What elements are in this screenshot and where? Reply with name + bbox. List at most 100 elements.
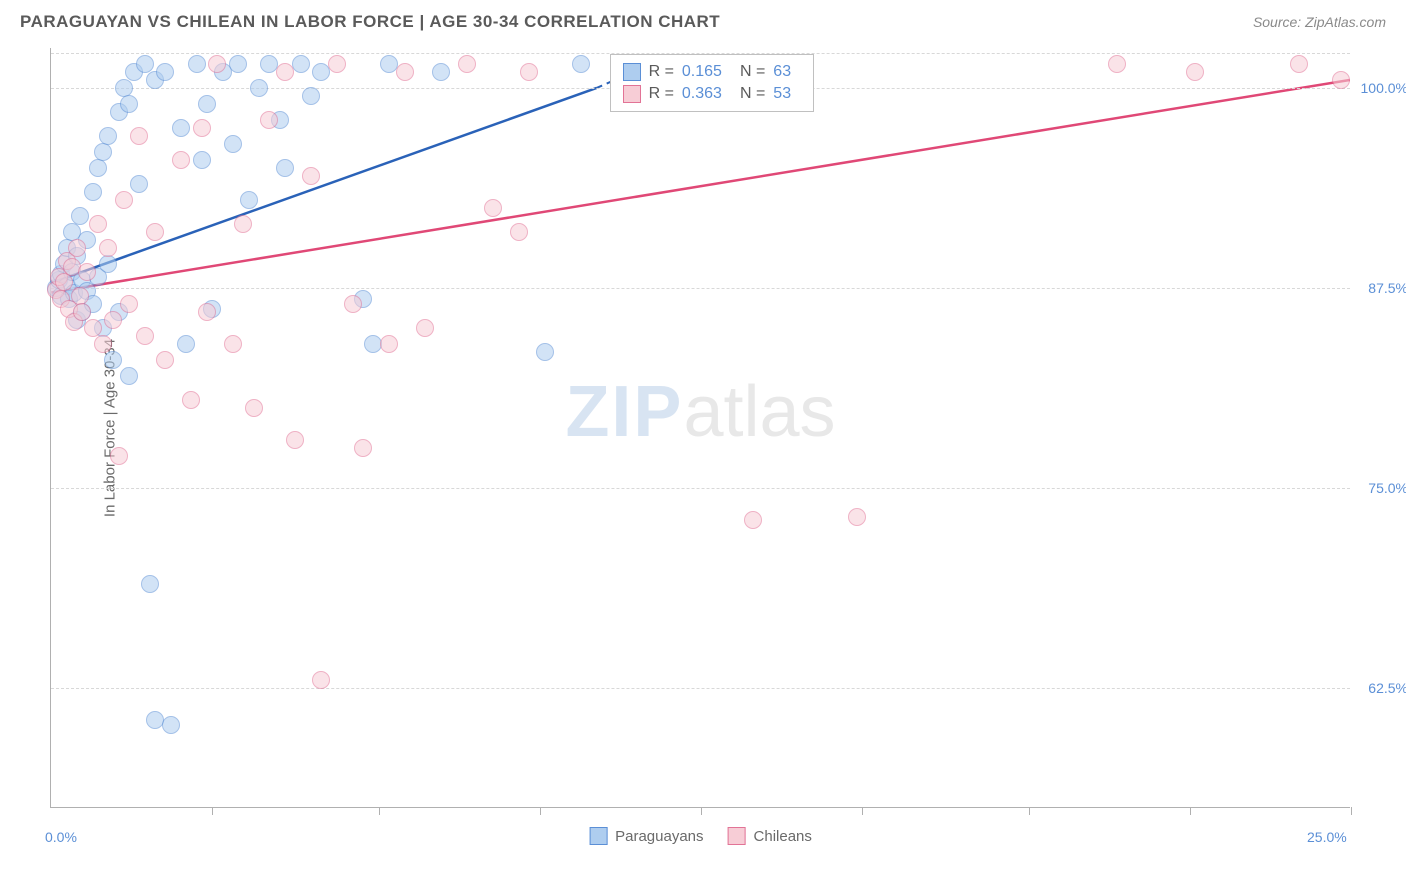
scatter-point — [104, 311, 122, 329]
scatter-point — [572, 55, 590, 73]
legend-swatch — [728, 827, 746, 845]
scatter-point — [302, 167, 320, 185]
x-tick — [212, 807, 213, 815]
watermark-zip: ZIP — [565, 372, 683, 452]
scatter-point — [536, 343, 554, 361]
stat-n-value: 63 — [773, 63, 791, 81]
gridline-h — [51, 688, 1350, 689]
scatter-point — [78, 263, 96, 281]
scatter-point — [130, 127, 148, 145]
legend-swatch — [623, 63, 641, 81]
stats-box: R = 0.165 N = 63 R = 0.363 N = 53 — [610, 54, 815, 112]
scatter-point — [260, 111, 278, 129]
scatter-point — [344, 295, 362, 313]
scatter-point — [94, 335, 112, 353]
scatter-point — [89, 159, 107, 177]
scatter-point — [146, 223, 164, 241]
trend-lines-svg — [51, 48, 1350, 807]
watermark: ZIPatlas — [565, 371, 835, 453]
scatter-point — [292, 55, 310, 73]
scatter-point — [396, 63, 414, 81]
scatter-point — [250, 79, 268, 97]
scatter-point — [208, 55, 226, 73]
scatter-point — [484, 199, 502, 217]
x-tick — [1351, 807, 1352, 815]
legend-swatch — [623, 85, 641, 103]
scatter-point — [84, 183, 102, 201]
x-tick — [1190, 807, 1191, 815]
scatter-point — [328, 55, 346, 73]
scatter-point — [99, 239, 117, 257]
scatter-point — [1290, 55, 1308, 73]
x-tick — [862, 807, 863, 815]
scatter-point — [1186, 63, 1204, 81]
stat-n-label: N = — [740, 85, 765, 103]
scatter-point — [99, 255, 117, 273]
watermark-atlas: atlas — [683, 372, 835, 452]
scatter-point — [286, 431, 304, 449]
scatter-point — [130, 175, 148, 193]
x-axis-label: 25.0% — [1307, 829, 1347, 845]
legend-swatch — [589, 827, 607, 845]
scatter-point — [245, 399, 263, 417]
stat-n-value: 53 — [773, 85, 791, 103]
scatter-point — [198, 95, 216, 113]
scatter-point — [458, 55, 476, 73]
scatter-point — [188, 55, 206, 73]
legend-label: Paraguayans — [615, 828, 703, 845]
scatter-point — [354, 439, 372, 457]
gridline-h — [51, 488, 1350, 489]
source-label: Source: ZipAtlas.com — [1253, 14, 1386, 30]
scatter-point — [744, 511, 762, 529]
scatter-point — [120, 295, 138, 313]
stat-r-label: R = — [649, 85, 674, 103]
stat-r-value: 0.165 — [682, 63, 722, 81]
legend-item: Chileans — [728, 827, 812, 845]
x-tick — [701, 807, 702, 815]
scatter-point — [110, 447, 128, 465]
scatter-point — [73, 303, 91, 321]
scatter-point — [240, 191, 258, 209]
scatter-point — [141, 575, 159, 593]
scatter-point — [136, 327, 154, 345]
scatter-point — [416, 319, 434, 337]
scatter-point — [120, 367, 138, 385]
scatter-point — [302, 87, 320, 105]
scatter-point — [276, 63, 294, 81]
stat-n-label: N = — [740, 63, 765, 81]
x-axis-label: 0.0% — [45, 829, 77, 845]
scatter-point — [312, 671, 330, 689]
y-tick-label: 75.0% — [1368, 480, 1406, 496]
scatter-point — [224, 135, 242, 153]
scatter-point — [432, 63, 450, 81]
stat-r-value: 0.363 — [682, 85, 722, 103]
scatter-point — [172, 119, 190, 137]
legend-item: Paraguayans — [589, 827, 703, 845]
scatter-point — [380, 335, 398, 353]
scatter-point — [115, 191, 133, 209]
scatter-point — [177, 335, 195, 353]
scatter-point — [848, 508, 866, 526]
x-tick — [1029, 807, 1030, 815]
chart-title: PARAGUAYAN VS CHILEAN IN LABOR FORCE | A… — [20, 12, 720, 32]
chart-plot-area: In Labor Force | Age 30-34 ZIPatlas 62.5… — [50, 48, 1350, 808]
x-tick — [379, 807, 380, 815]
y-tick-label: 87.5% — [1368, 280, 1406, 296]
scatter-point — [193, 119, 211, 137]
scatter-point — [182, 391, 200, 409]
scatter-point — [172, 151, 190, 169]
scatter-point — [224, 335, 242, 353]
scatter-point — [89, 215, 107, 233]
scatter-point — [198, 303, 216, 321]
scatter-point — [104, 351, 122, 369]
scatter-point — [94, 143, 112, 161]
scatter-point — [1108, 55, 1126, 73]
stats-row: R = 0.363 N = 53 — [623, 83, 802, 105]
scatter-point — [520, 63, 538, 81]
scatter-point — [193, 151, 211, 169]
scatter-point — [120, 95, 138, 113]
scatter-point — [234, 215, 252, 233]
scatter-point — [162, 716, 180, 734]
scatter-point — [229, 55, 247, 73]
scatter-point — [510, 223, 528, 241]
